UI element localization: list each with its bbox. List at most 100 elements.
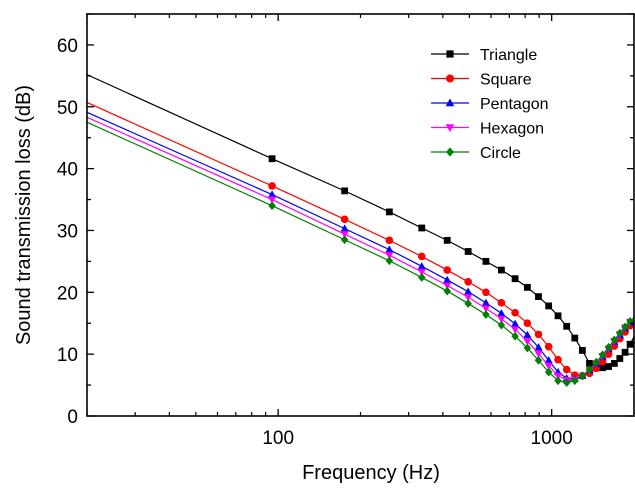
data-point — [340, 224, 349, 232]
data-point — [610, 360, 618, 367]
y-tick-label: 0 — [67, 407, 78, 428]
data-point — [446, 147, 454, 157]
data-point — [571, 376, 579, 386]
data-point — [385, 208, 393, 216]
data-point — [544, 362, 553, 371]
legend-item-square: Square — [431, 72, 532, 89]
x-tick-label: 100 — [262, 428, 294, 449]
data-point — [446, 74, 454, 83]
data-point — [443, 286, 451, 296]
data-point — [481, 298, 491, 306]
data-point — [497, 320, 506, 330]
data-point — [578, 371, 587, 381]
data-point — [446, 50, 454, 58]
data-point — [418, 224, 426, 232]
data-point — [534, 350, 543, 358]
data-point — [482, 257, 490, 265]
data-point — [385, 236, 394, 245]
data-point — [267, 196, 277, 204]
series-line — [87, 74, 634, 369]
y-tick-label: 30 — [57, 221, 78, 242]
plot-frame — [86, 13, 635, 417]
data-point — [443, 282, 452, 290]
data-point — [385, 245, 394, 253]
data-point — [511, 308, 519, 317]
data-point — [523, 319, 532, 328]
data-point — [563, 322, 571, 330]
y-axis-title: Sound transmission loss (dB) — [13, 85, 35, 345]
data-point — [523, 338, 532, 346]
data-point — [523, 330, 532, 339]
data-point — [464, 294, 473, 302]
legend-label: Triangle — [480, 47, 537, 64]
y-tick-label: 50 — [57, 98, 78, 119]
series-square — [87, 101, 634, 380]
data-point — [385, 256, 394, 266]
legend-item-circle: Circle — [431, 145, 521, 162]
data-point — [445, 98, 455, 107]
series-triangle — [87, 74, 634, 372]
data-point — [534, 343, 543, 351]
y-tick-label: 40 — [57, 160, 78, 181]
legend-item-pentagon: Pentagon — [431, 96, 549, 113]
data-point — [571, 334, 579, 342]
x-tick-label: 1000 — [531, 428, 573, 449]
data-point — [482, 310, 490, 319]
data-point — [511, 331, 519, 341]
data-point — [616, 328, 624, 338]
y-tick-label: 20 — [57, 283, 78, 304]
data-point — [497, 315, 506, 324]
data-point — [562, 378, 571, 388]
series-layer — [87, 74, 634, 388]
legend-item-triangle: Triangle — [431, 47, 537, 64]
data-point — [268, 201, 276, 211]
data-point — [511, 319, 520, 327]
data-point — [621, 322, 629, 332]
data-point — [523, 283, 531, 291]
data-point — [497, 299, 506, 307]
legend-label: Pentagon — [480, 96, 549, 113]
series-hexagon — [87, 116, 634, 385]
data-point — [497, 309, 506, 317]
data-point — [545, 302, 553, 310]
data-point — [605, 363, 613, 370]
x-axis-title: Frequency (Hz) — [302, 462, 440, 484]
data-point — [464, 248, 472, 255]
data-point — [544, 342, 553, 351]
series-circle — [87, 121, 634, 388]
series-line — [87, 101, 634, 377]
data-point — [464, 287, 473, 295]
data-point — [481, 305, 491, 313]
series-line — [87, 121, 634, 384]
data-point — [482, 288, 490, 297]
data-point — [417, 262, 426, 270]
data-point — [554, 312, 562, 320]
data-point — [268, 155, 276, 163]
data-point — [598, 350, 607, 360]
series-line — [87, 111, 634, 380]
data-point — [544, 367, 553, 377]
data-point — [544, 356, 553, 364]
data-point — [385, 252, 394, 260]
data-point — [604, 342, 613, 352]
data-point — [592, 357, 600, 367]
data-point — [341, 187, 349, 195]
data-point — [626, 340, 634, 348]
data-point — [534, 330, 543, 339]
data-point — [599, 364, 606, 372]
data-point — [340, 235, 349, 245]
data-point — [417, 252, 426, 261]
data-point — [443, 275, 452, 283]
data-point — [443, 266, 452, 274]
y-tick-label: 10 — [57, 345, 78, 366]
data-point — [534, 355, 543, 365]
data-point — [610, 335, 619, 345]
data-point — [464, 277, 472, 286]
data-point — [511, 326, 520, 334]
data-point — [418, 273, 426, 282]
legend-label: Square — [480, 72, 532, 89]
data-point — [554, 376, 562, 386]
data-point — [562, 365, 571, 374]
data-point — [616, 355, 624, 362]
